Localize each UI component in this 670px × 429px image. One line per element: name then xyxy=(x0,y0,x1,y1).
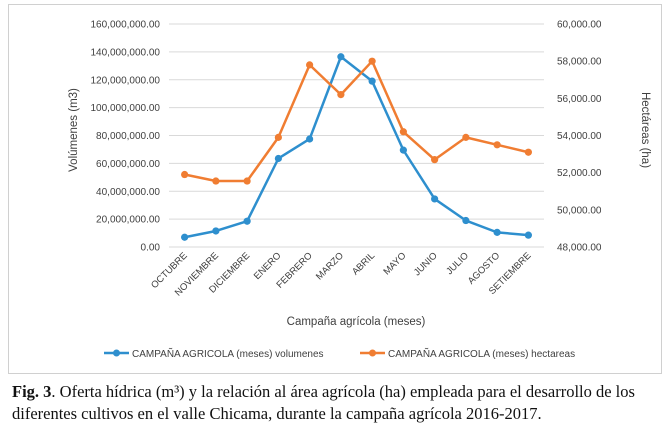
caption-label: Fig. 3 xyxy=(12,382,52,401)
data-point xyxy=(243,217,251,225)
data-point xyxy=(306,61,314,69)
x-tick-label: JULIO xyxy=(444,250,471,277)
gridlines xyxy=(169,23,544,248)
data-point xyxy=(337,91,345,99)
series-hectareas xyxy=(181,57,532,185)
data-point xyxy=(493,141,501,149)
line-chart: 0.00 20,000,000.00 40,000,000.00 60,000,000… xyxy=(68,20,651,361)
data-point xyxy=(274,154,282,163)
y2-tick-label: 54,000.00 xyxy=(557,131,602,142)
y2-tick-label: 52,000.00 xyxy=(557,168,602,179)
y-axis-label: Volúmenes (m3) xyxy=(68,88,80,172)
y-tick-label: 40,000,000.00 xyxy=(96,187,160,198)
y2-tick-label: 48,000.00 xyxy=(557,243,602,254)
legend-marker-hectareas xyxy=(369,349,376,357)
y2-tick-label: 60,000.00 xyxy=(557,20,602,31)
series-line xyxy=(184,59,529,183)
y2-tick-label: 58,000.00 xyxy=(557,57,602,68)
data-point xyxy=(243,177,251,185)
data-point xyxy=(212,177,220,185)
y-tick-label: 160,000,000.00 xyxy=(90,20,160,31)
legend-label-volumenes: CAMPAÑA AGRICOLA (meses) volumenes xyxy=(132,347,324,360)
legend-item-hectareas: CAMPAÑA AGRICOLA (meses) hectareas xyxy=(360,347,575,360)
data-point xyxy=(399,128,407,136)
y2-axis-label: Hectáreas (ha) xyxy=(639,92,651,168)
data-point xyxy=(306,135,314,143)
caption-text: . Oferta hídrica (m³) y la relación al á… xyxy=(12,382,635,423)
y-tick-label: 100,000,000.00 xyxy=(90,103,160,114)
data-point xyxy=(493,228,501,236)
data-point xyxy=(181,170,189,179)
data-point xyxy=(274,133,282,141)
y-tick-label: 80,000,000.00 xyxy=(96,131,160,142)
legend-marker-volumenes xyxy=(113,349,120,357)
y-tick-label: 140,000,000.00 xyxy=(90,47,160,58)
data-point xyxy=(181,233,189,241)
legend-item-volumenes: CAMPAÑA AGRICOLA (meses) volumenes xyxy=(104,347,324,360)
series-line xyxy=(184,55,529,239)
data-point xyxy=(212,227,220,235)
data-point xyxy=(524,231,532,239)
x-tick-label: MAYO xyxy=(381,250,408,277)
data-point xyxy=(431,156,439,164)
data-point xyxy=(462,216,470,225)
y-tick-label: 60,000,000.00 xyxy=(96,159,160,170)
data-point xyxy=(462,133,470,141)
y-tick-label: 120,000,000.00 xyxy=(90,75,160,86)
x-tick-label: JUNIO xyxy=(412,250,440,278)
data-point xyxy=(524,148,532,156)
x-axis-label: Campaña agrícola (meses) xyxy=(287,316,426,328)
data-point xyxy=(368,77,376,85)
y2-tick-label: 56,000.00 xyxy=(557,94,602,105)
series-layer xyxy=(181,53,532,241)
chart-container: 0.00 20,000,000.00 40,000,000.00 60,000,000… xyxy=(8,4,662,374)
y-tick-label: 20,000,000.00 xyxy=(96,215,160,226)
y2-tick-label: 50,000.00 xyxy=(557,205,602,216)
data-point xyxy=(431,195,439,203)
series-volumenes xyxy=(181,53,532,241)
legend: CAMPAÑA AGRICOLA (meses) volumenes CAMPA… xyxy=(104,347,575,360)
x-tick-label: ABRIL xyxy=(350,250,377,277)
y-tick-label: 0.00 xyxy=(141,243,161,254)
legend-label-hectareas: CAMPAÑA AGRICOLA (meses) hectareas xyxy=(388,347,575,360)
data-point xyxy=(368,57,376,65)
data-point xyxy=(399,146,407,154)
figure-caption: Fig. 3. Oferta hídrica (m³) y la relació… xyxy=(12,381,664,425)
data-point xyxy=(337,53,345,61)
x-tick-label: MARZO xyxy=(314,250,346,282)
